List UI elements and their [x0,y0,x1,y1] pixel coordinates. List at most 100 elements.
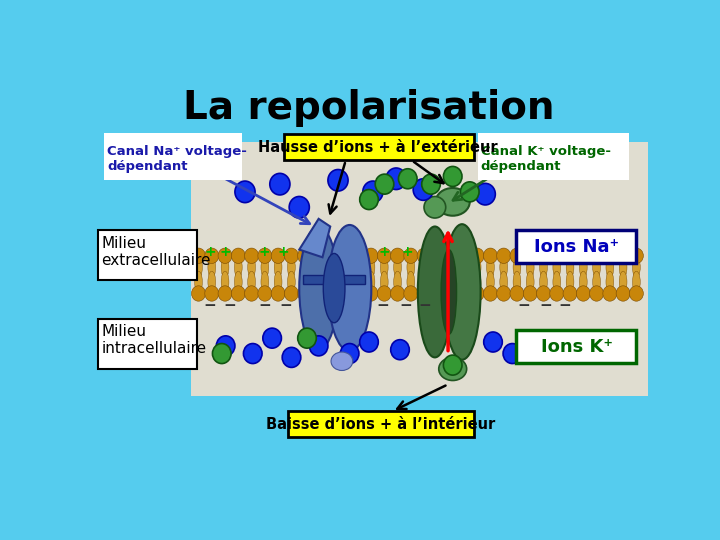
Ellipse shape [363,181,383,202]
Ellipse shape [328,271,335,293]
Ellipse shape [446,256,454,278]
Ellipse shape [338,248,351,264]
Ellipse shape [338,286,351,301]
Ellipse shape [301,271,309,293]
Ellipse shape [590,248,603,264]
Bar [98,319,197,369]
Ellipse shape [606,256,613,278]
Ellipse shape [351,286,365,301]
Bar [104,132,242,180]
Ellipse shape [550,286,564,301]
Ellipse shape [287,271,295,293]
Ellipse shape [284,286,298,301]
Ellipse shape [539,256,547,278]
Ellipse shape [274,256,282,278]
Ellipse shape [460,256,468,278]
Ellipse shape [566,271,574,293]
Ellipse shape [444,166,462,186]
Ellipse shape [398,168,417,189]
Bar [191,142,648,396]
Ellipse shape [566,256,574,278]
Ellipse shape [526,271,534,293]
Ellipse shape [235,271,242,293]
Bar [516,330,636,363]
Ellipse shape [536,286,551,301]
Ellipse shape [231,248,246,264]
Ellipse shape [457,286,471,301]
Ellipse shape [487,256,495,278]
Ellipse shape [444,286,458,301]
Text: +: + [522,245,534,259]
Ellipse shape [391,340,409,360]
Ellipse shape [386,168,406,190]
Ellipse shape [390,248,405,264]
Text: +: + [258,245,270,259]
Bar [516,231,636,262]
Ellipse shape [284,248,298,264]
Ellipse shape [523,248,537,264]
Ellipse shape [300,226,338,350]
Ellipse shape [539,271,547,293]
Text: −: − [223,298,236,313]
Bar [477,132,629,180]
Ellipse shape [194,256,202,278]
Ellipse shape [341,256,348,278]
Ellipse shape [616,248,630,264]
Ellipse shape [553,256,561,278]
Text: +: + [379,245,390,259]
Ellipse shape [433,271,441,293]
Ellipse shape [287,256,295,278]
Ellipse shape [301,256,309,278]
Ellipse shape [364,286,378,301]
Text: +: + [204,245,216,259]
Ellipse shape [461,182,479,202]
Text: +: + [278,245,289,259]
Ellipse shape [377,248,391,264]
Ellipse shape [417,248,431,264]
Ellipse shape [473,256,481,278]
Text: −: − [377,298,390,313]
Ellipse shape [619,256,627,278]
Ellipse shape [470,286,484,301]
Ellipse shape [377,286,391,301]
Ellipse shape [221,271,229,293]
Ellipse shape [380,271,388,293]
Ellipse shape [553,271,561,293]
Ellipse shape [404,286,418,301]
Ellipse shape [245,248,258,264]
Ellipse shape [563,248,577,264]
Ellipse shape [438,357,467,381]
Ellipse shape [632,271,640,293]
Ellipse shape [629,248,644,264]
Ellipse shape [375,174,394,194]
Ellipse shape [367,256,375,278]
Text: Canal Na⁺ voltage-: Canal Na⁺ voltage- [107,145,247,158]
Ellipse shape [513,256,521,278]
Ellipse shape [360,190,378,210]
Ellipse shape [331,352,353,370]
Ellipse shape [457,248,471,264]
Ellipse shape [431,286,444,301]
Ellipse shape [470,248,484,264]
Ellipse shape [274,271,282,293]
Text: −: − [518,298,531,313]
Ellipse shape [314,271,322,293]
Ellipse shape [204,286,219,301]
Text: +: + [220,245,231,259]
Ellipse shape [328,256,335,278]
Ellipse shape [407,271,415,293]
Ellipse shape [297,286,312,301]
Ellipse shape [204,248,219,264]
Ellipse shape [245,286,258,301]
Ellipse shape [248,256,256,278]
Ellipse shape [563,286,577,301]
Ellipse shape [441,249,456,334]
Text: extracellulaire: extracellulaire [102,253,211,268]
Ellipse shape [497,248,510,264]
Ellipse shape [341,271,348,293]
Ellipse shape [192,286,205,301]
Ellipse shape [431,248,444,264]
Ellipse shape [436,188,469,215]
Ellipse shape [487,271,495,293]
Text: intracellulaire: intracellulaire [102,341,207,356]
